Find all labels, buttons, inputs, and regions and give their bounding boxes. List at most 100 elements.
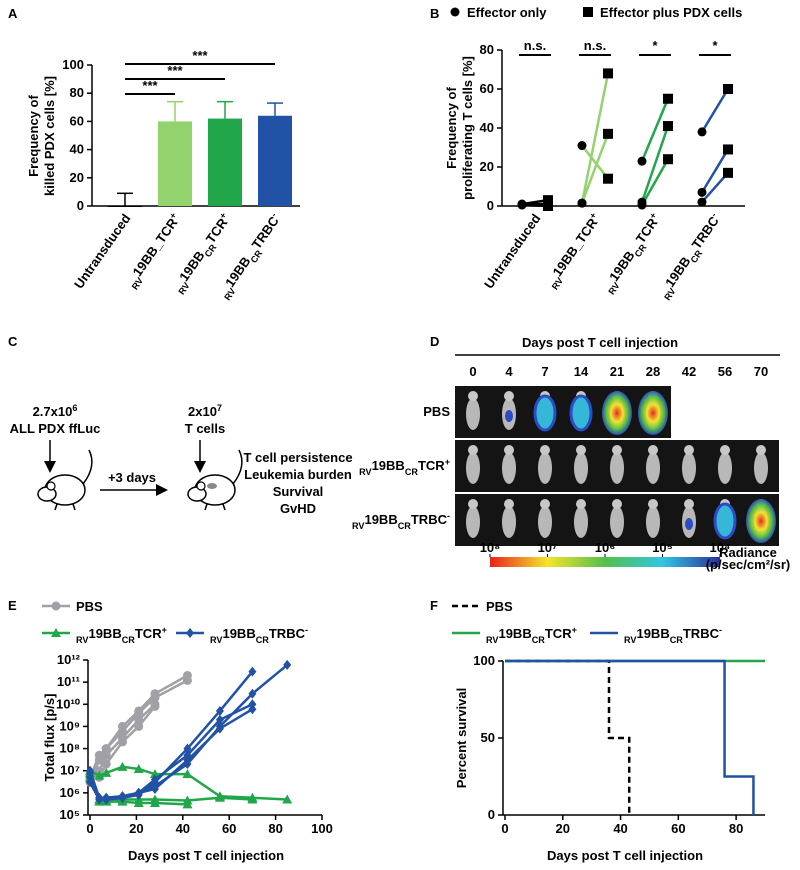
mouse-image-head [684, 445, 694, 455]
mouse-image-head [684, 499, 694, 509]
point [637, 156, 647, 166]
x-tick-label: 100 [311, 821, 333, 836]
x-tick-label: Untransduced [481, 211, 543, 291]
text-segment: RV [550, 276, 565, 292]
mouse-image-head [504, 499, 514, 509]
text-segment: TRBC [269, 626, 306, 641]
text-segment: RV [210, 635, 222, 645]
point [134, 721, 144, 731]
text-segment: RV [222, 286, 237, 302]
day-label: 21 [610, 364, 624, 379]
text-segment: CR [670, 635, 684, 645]
x-tick-label: 60 [222, 821, 236, 836]
mouse-spot [207, 483, 217, 489]
point [215, 705, 224, 716]
mouse-icon [37, 449, 93, 511]
text-segment: RV [76, 635, 88, 645]
text-segment: - [305, 625, 308, 635]
mouse-image-head [648, 499, 658, 509]
text-segment: + [647, 211, 658, 221]
point [149, 769, 160, 779]
point [183, 755, 192, 766]
mouse-image [502, 506, 516, 538]
mouse-image-head [468, 391, 478, 401]
y-tick-label: 60 [70, 113, 84, 128]
point [723, 84, 733, 94]
text-segment: TCR [418, 458, 445, 473]
point [697, 187, 707, 197]
point [215, 714, 224, 725]
significance-label: * [652, 38, 658, 53]
text-segment: RV [352, 521, 364, 531]
text-segment: 19BB [88, 626, 121, 641]
text-segment: 7 [217, 403, 222, 413]
y-axis-title: killed PDX cells [%] [42, 76, 57, 196]
mouse-icon [187, 449, 243, 511]
point [577, 141, 587, 151]
pair-line [700, 88, 730, 133]
pair-line [700, 148, 730, 193]
significance-label: n.s. [524, 38, 546, 53]
mouse-image [646, 452, 660, 484]
point [94, 770, 105, 780]
y-tick-label: 40 [480, 120, 494, 135]
mouse-image [718, 452, 732, 484]
readout: GvHD [280, 501, 316, 516]
significance-label: *** [142, 78, 158, 93]
text-segment: RV [662, 286, 677, 302]
text-segment: TCR [135, 626, 162, 641]
point [150, 783, 159, 794]
pair-line [581, 144, 609, 180]
point [517, 199, 527, 209]
significance-label: *** [192, 48, 208, 63]
legend-label: RV19BBCRTCR+ [76, 625, 167, 645]
text-segment: RV [359, 467, 371, 477]
y-tick-label: 0 [488, 807, 495, 822]
point [697, 127, 707, 137]
y-tick-label: 40 [70, 142, 84, 157]
row-label: RV19BBCRTCR+ [359, 457, 450, 477]
legend-label: RV19BBCRTRBC- [210, 625, 308, 645]
point [95, 794, 104, 805]
colorbar-unit: (p/sec/cm²/sr) [706, 557, 791, 572]
x-tick-label: 20 [556, 821, 570, 836]
text-segment: - [719, 625, 722, 635]
mouse-image [682, 452, 696, 484]
x-tick-label: 0 [86, 821, 93, 836]
mouse-image [754, 452, 768, 484]
dose-label: 2.7x106 [33, 403, 78, 419]
mouse-image [538, 452, 552, 484]
mouse-image-head [540, 445, 550, 455]
panel-letter: F [430, 598, 438, 613]
text-segment: RV [486, 635, 498, 645]
point [214, 792, 225, 802]
legend-marker [450, 7, 460, 17]
point [182, 769, 193, 779]
survival-line [505, 659, 631, 815]
colorbar-tick-label: 10⁵ [652, 540, 673, 555]
point [182, 675, 192, 685]
text-segment: 19BB [364, 512, 397, 527]
y-tick-label: 10¹² [57, 652, 81, 667]
signal [602, 391, 632, 435]
text-segment: 19BB_TCR [130, 215, 181, 279]
readout: Survival [273, 484, 324, 499]
text-segment: RV [130, 276, 145, 292]
y-axis-title: Frequency of [26, 95, 41, 177]
point [283, 659, 292, 670]
bar [107, 205, 143, 207]
point [150, 693, 160, 703]
text-segment: CR [405, 467, 419, 477]
mouse-tail [232, 449, 243, 485]
text-segment: RV [176, 281, 191, 297]
point [150, 701, 160, 711]
mouse-image-head [468, 445, 478, 455]
y-tick-label: 10¹¹ [57, 674, 80, 689]
signal [638, 391, 668, 435]
text-segment: TCR [633, 215, 661, 246]
mouse-image-head [468, 499, 478, 509]
mouse-image [466, 398, 480, 430]
signal [533, 394, 557, 432]
y-axis-title: proliferating T cells [%] [460, 56, 475, 200]
legend-label: PBS [76, 599, 103, 614]
